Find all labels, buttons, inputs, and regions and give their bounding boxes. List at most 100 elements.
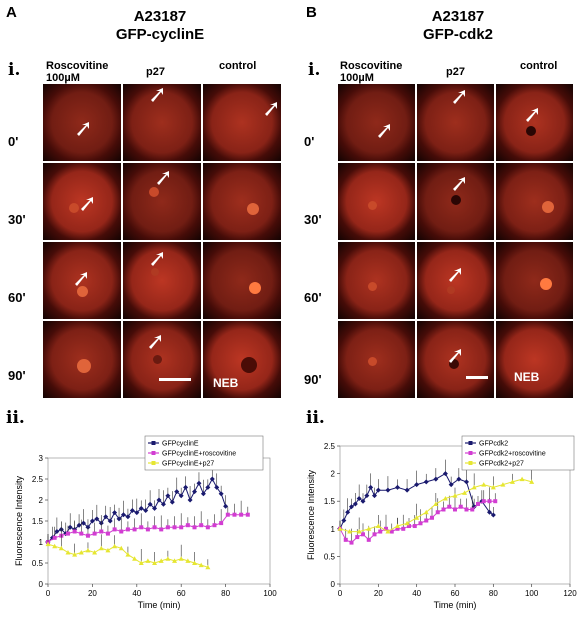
data-point [493,499,498,504]
data-point [178,556,184,561]
data-point [441,507,446,512]
data-point [134,510,140,516]
panel-a-nucleus-spot [241,357,257,373]
y-tick-label: 3 [39,454,44,463]
data-point [442,471,448,477]
legend-entry: GFPcyclinE+p27 [162,461,214,468]
panel-a-arrow-icon [81,197,97,218]
data-point [239,512,244,517]
panel-b-col2-header: p27 [446,66,465,78]
data-point [219,521,224,526]
data-point [72,552,78,557]
data-point [372,532,377,537]
data-point [107,518,113,524]
legend-entry: GFPcdk2+p27 [479,461,524,468]
data-point [245,512,250,517]
series-line-GFPcdk2+roscovitine [339,500,496,544]
legend-marker [151,451,156,455]
legend-entry: GFPcdk2+roscovitine [479,451,546,458]
data-point [99,529,104,534]
legend-box [461,435,575,471]
panel-b-arrow-icon [449,349,465,370]
y-tick-label: 0 [331,580,336,589]
data-point [94,516,100,522]
data-point [453,507,457,512]
panel-a-micrograph-r0-c2 [203,84,281,161]
data-point [103,514,109,520]
panel-a-row-label-0: 0' [8,134,19,149]
panel-b-scale-bar [466,376,488,379]
data-point [476,501,480,506]
data-point [225,512,230,517]
panel-a-micrograph-r1-c2 [203,163,281,240]
data-point [185,523,190,528]
data-point [54,529,60,534]
data-point [490,512,496,518]
data-point [172,558,178,563]
panel-b-nucleus-spot [368,201,377,210]
data-point [347,529,353,534]
data-point [192,525,197,530]
panel-b-micrograph-r0-c2 [496,84,573,161]
panel-a-arrow-icon [151,252,167,273]
data-point [218,491,224,497]
panel-a-col3-header: control [219,60,257,72]
panel-a-nucleus-spot [249,282,261,294]
panel-b-nucleus-spot [540,278,552,290]
legend-entry: GFPcdk2 [479,441,508,448]
data-point [165,556,171,561]
data-point [139,525,144,530]
panel-b-micrograph-r0-c1 [417,84,494,161]
data-point [389,529,394,534]
data-point [401,526,406,531]
data-point [481,499,486,504]
y-tick-label: 1 [331,525,336,534]
panel-a-row-label-1: 30' [8,212,26,227]
panel-a-row-label-2: 60' [8,290,26,305]
panel-a-arrow-icon [149,335,165,356]
x-tick-label: 100 [263,589,277,598]
panel-a-sub-i: i. [8,60,21,80]
data-point [375,487,381,493]
data-point [116,516,122,522]
data-point [52,535,57,540]
panel-a-micrograph-r3-c2 [203,321,281,398]
panel-b-nucleus-spot [451,195,461,205]
panel-b-micrograph-r3-c1 [417,321,494,398]
data-point [165,493,171,499]
panel-b-row-label-0: 0' [304,134,315,149]
data-point [337,526,343,531]
data-point [366,526,372,531]
data-point [372,493,377,499]
data-point [433,476,439,482]
data-point [356,495,362,501]
data-point [500,482,506,487]
panel-a-micrograph-r0-c0 [43,84,121,161]
x-tick-label: 0 [46,589,51,598]
panel-b-nucleus-spot [447,286,455,294]
chart-a: 0 0.5 1 1.5 2 2.5 3 0 20 40 60 80 100 Time (min) Fluor… [14,435,277,610]
panel-a-micrograph-r2-c2 [203,242,281,319]
data-point [404,487,410,493]
y-tick-label: 1.5 [324,497,336,506]
data-point [81,520,87,526]
data-point [464,479,469,485]
panel-a-micrograph-r1-c0 [43,163,121,240]
data-point [165,525,170,530]
panel-b-neb-label: NEB [514,370,540,384]
data-point [125,527,130,532]
panel-a-scale-bar [159,378,191,381]
data-point [132,527,137,532]
data-point [119,529,124,534]
panel-b-arrow-icon [378,124,394,145]
panel-a-nucleus-spot [149,187,159,197]
data-point [395,484,400,490]
data-point [366,537,371,542]
panel-b-micrograph-r2-c2 [496,242,573,319]
x-axis-label: Time (min) [434,600,477,610]
data-point [385,487,391,493]
data-point [98,545,104,551]
panel-a-nucleus-spot [77,286,88,297]
x-tick-label: 120 [563,589,577,598]
data-point [125,514,131,520]
